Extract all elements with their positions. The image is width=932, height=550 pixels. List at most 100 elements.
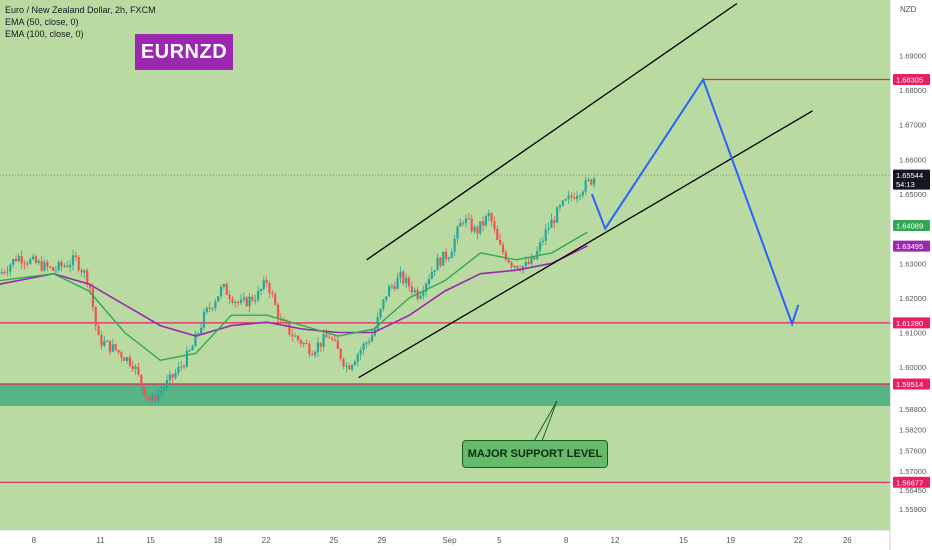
candle-body <box>479 221 482 234</box>
candle-body <box>302 342 305 344</box>
candle-body <box>219 286 223 297</box>
y-tick-label: 1.61000 <box>899 329 926 338</box>
candle-body <box>570 195 573 198</box>
candle-body <box>564 199 567 201</box>
candle-body <box>556 207 559 223</box>
candle-body <box>422 291 425 296</box>
candle-body <box>433 270 436 273</box>
candle-body <box>413 289 416 293</box>
x-tick-label: Sep <box>442 536 457 545</box>
candle-body <box>402 271 405 284</box>
candle-body <box>484 216 488 226</box>
candle-body <box>74 255 77 258</box>
candle-body <box>481 221 485 226</box>
candle-body <box>46 262 49 267</box>
price-label-box <box>893 378 930 390</box>
candle-body <box>239 299 243 303</box>
candle-body <box>447 257 451 259</box>
candle-body <box>274 294 277 305</box>
candle-body <box>88 283 92 289</box>
candle-body <box>168 374 171 381</box>
candle-body <box>385 296 388 300</box>
candle-body <box>439 257 442 266</box>
candle-body <box>117 349 120 353</box>
candle-body <box>368 341 371 343</box>
candle-body <box>6 271 9 273</box>
y-tick-label: 1.56450 <box>899 486 926 495</box>
x-tick-label: 22 <box>262 536 271 545</box>
price-label-box <box>893 240 930 252</box>
support-zone <box>0 383 890 406</box>
candle-body <box>97 325 100 336</box>
candle-body <box>444 251 448 259</box>
candle-body <box>359 350 362 355</box>
candle-body <box>268 283 271 293</box>
candle-body <box>194 333 197 347</box>
price-label-box <box>893 476 930 488</box>
candle-body <box>288 323 291 335</box>
candle-body <box>254 300 257 302</box>
ema50-line <box>0 231 588 362</box>
price-label-box <box>893 220 930 232</box>
candle-body <box>182 366 186 368</box>
y-tick-label: 1.69000 <box>899 51 926 60</box>
candle-body <box>407 277 411 287</box>
candle-body <box>578 195 582 197</box>
candle-body <box>365 342 368 344</box>
candle-body <box>217 296 220 302</box>
candle-body <box>37 261 40 263</box>
candle-body <box>553 219 556 223</box>
candle-body <box>40 261 43 271</box>
candle-body <box>456 226 459 239</box>
candle-body <box>533 256 536 260</box>
candle-body <box>91 288 95 308</box>
candle-body <box>538 242 542 251</box>
candle-body <box>473 226 476 232</box>
price-axis <box>890 0 932 550</box>
candle-body <box>231 298 234 303</box>
candle-body <box>322 334 325 347</box>
candle-body <box>245 297 248 307</box>
candle-body <box>348 365 351 370</box>
candle-body <box>26 263 29 265</box>
candle-body <box>157 393 160 402</box>
candle-body <box>430 272 433 279</box>
candle-body <box>459 222 462 227</box>
candle-body <box>103 341 106 346</box>
candle-body <box>60 262 63 267</box>
price-label-box <box>893 317 930 329</box>
candle-body <box>77 257 80 271</box>
x-tick-label: 18 <box>214 536 223 545</box>
callout-pointer <box>533 400 558 442</box>
candle-body <box>328 337 331 339</box>
candle-body <box>345 365 348 367</box>
candle-body <box>405 277 408 284</box>
candle-body <box>450 251 453 258</box>
candle-body <box>49 266 52 268</box>
candle-body <box>453 238 456 252</box>
support-callout: MAJOR SUPPORT LEVEL <box>462 440 608 468</box>
price-label-text: 1.61280 <box>896 319 923 328</box>
candle-body <box>325 334 328 338</box>
candle-body <box>3 272 6 274</box>
price-label-text: 1.65544 <box>896 171 923 180</box>
candle-body <box>476 226 479 234</box>
candle-body <box>499 239 502 245</box>
time-axis <box>0 530 890 550</box>
candle-body <box>336 340 339 349</box>
candle-body <box>590 179 593 185</box>
candle-body <box>399 271 402 278</box>
candle-body <box>362 343 365 351</box>
price-label-text: 1.63495 <box>896 242 923 251</box>
candle-body <box>296 335 300 340</box>
candle-body <box>145 395 149 398</box>
candle-body <box>123 357 126 361</box>
candle-body <box>202 312 206 328</box>
candle-body <box>174 372 177 378</box>
candle-body <box>567 195 570 200</box>
candle-body <box>276 304 280 320</box>
candle-body <box>237 301 240 303</box>
candle-body <box>51 267 55 271</box>
x-tick-label: 22 <box>794 536 803 545</box>
